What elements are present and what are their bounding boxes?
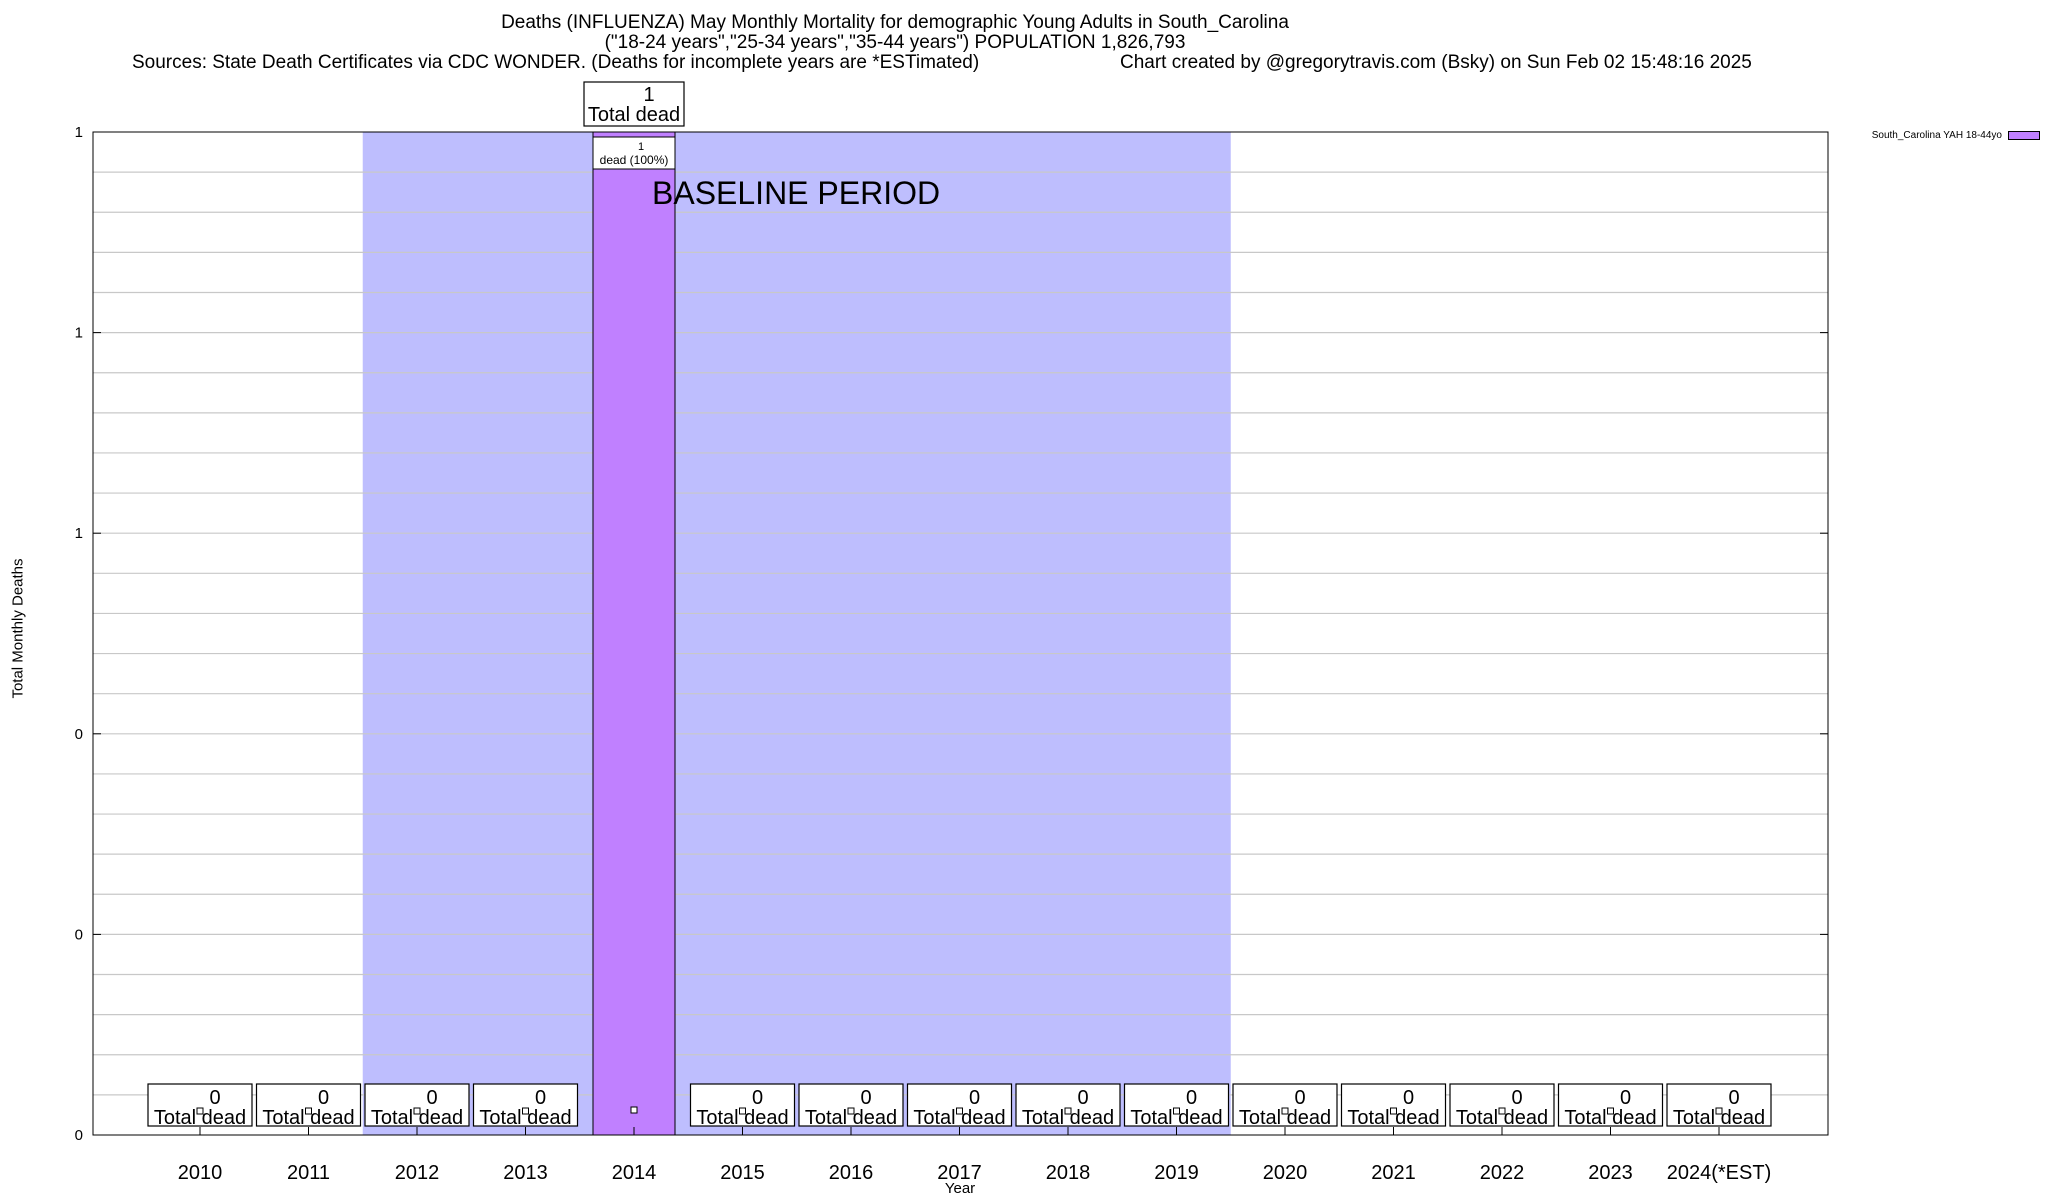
total-label-value: 0 xyxy=(1294,1087,1305,1109)
total-label-value: 0 xyxy=(1186,1087,1197,1109)
x-tick-label: 2020 xyxy=(1263,1162,1308,1184)
x-tick-label: 2023 xyxy=(1588,1162,1633,1184)
point-marker xyxy=(1607,1107,1614,1115)
x-tick-label: 2021 xyxy=(1371,1162,1416,1184)
legend-label: South_Carolina YAH 18-44yo xyxy=(1871,130,2002,141)
x-tick-label: 2017 xyxy=(937,1162,982,1184)
x-tick-label: 2014 xyxy=(612,1162,657,1184)
y-axis-label: Total Monthly Deaths xyxy=(9,558,27,699)
total-label-box xyxy=(689,1083,796,1127)
total-label-value: 0 xyxy=(426,1087,437,1109)
total-label-value: 1 xyxy=(643,84,654,106)
total-label-box xyxy=(364,1083,470,1127)
total-label-box xyxy=(798,1083,904,1127)
total-label-value: 0 xyxy=(1077,1087,1088,1109)
chart-credit: Chart created by @gregorytravis.com (Bsk… xyxy=(1120,52,1752,73)
chart-title: Deaths (INFLUENZA) May Monthly Mortality… xyxy=(501,12,1289,33)
total-label-box xyxy=(472,1083,579,1127)
bar xyxy=(592,131,676,1136)
legend-swatch xyxy=(2008,131,2040,140)
total-label-text: Total dead xyxy=(1347,1107,1439,1129)
total-label-text: Total dead xyxy=(1239,1107,1331,1129)
total-label-text: Total dead xyxy=(154,1107,246,1129)
bar-inner-label-box xyxy=(592,136,676,170)
y-tick-label: 0 xyxy=(75,726,83,743)
total-label-text: Total dead xyxy=(588,104,680,126)
total-label-text: Total dead xyxy=(913,1107,1005,1129)
point-marker xyxy=(956,1107,963,1115)
baseline-label: BASELINE PERIOD xyxy=(652,175,940,211)
y-tick-label: 1 xyxy=(75,525,83,542)
total-label-text: Total dead xyxy=(1130,1107,1222,1129)
x-tick-label: 2015 xyxy=(720,1162,765,1184)
x-tick-label: 2011 xyxy=(287,1162,330,1184)
total-label-box xyxy=(1557,1083,1664,1127)
point-marker xyxy=(1715,1107,1723,1115)
x-tick-label: 2024(*EST) xyxy=(1667,1162,1772,1184)
x-tick-label: 2013 xyxy=(503,1162,548,1184)
total-label-box xyxy=(147,1083,253,1127)
total-label-text: Total dead xyxy=(262,1107,354,1129)
point-marker xyxy=(413,1107,421,1115)
total-label-value: 0 xyxy=(860,1087,871,1109)
total-label-box xyxy=(1449,1083,1555,1127)
y-tick-label: 1 xyxy=(75,325,83,342)
point-marker xyxy=(739,1107,746,1115)
bar-inner-label-text: dead (100%) xyxy=(600,153,669,167)
x-tick-label: 2012 xyxy=(395,1162,440,1184)
x-tick-label: 2022 xyxy=(1480,1162,1525,1184)
y-tick-label: 1 xyxy=(75,124,83,141)
total-label-value: 0 xyxy=(209,1087,220,1109)
sources-note: Sources: State Death Certificates via CD… xyxy=(132,52,980,73)
total-label-box xyxy=(1232,1083,1338,1127)
bar-inner-label-value: 1 xyxy=(638,141,644,153)
total-label-value: 0 xyxy=(1403,1087,1414,1109)
point-marker xyxy=(305,1107,312,1115)
point-marker xyxy=(522,1107,529,1115)
total-label-text: Total dead xyxy=(1456,1107,1548,1129)
total-label-value: 0 xyxy=(535,1087,546,1109)
total-label-box xyxy=(1123,1083,1230,1127)
total-label-text: Total dead xyxy=(696,1107,788,1129)
total-label-value: 0 xyxy=(1511,1087,1522,1109)
point-marker xyxy=(1281,1107,1289,1115)
y-tick-label: 0 xyxy=(75,1127,83,1144)
point-marker xyxy=(1390,1107,1397,1115)
point-marker xyxy=(1064,1107,1072,1115)
total-label-text: Total dead xyxy=(479,1107,571,1129)
total-label-box xyxy=(1015,1083,1121,1127)
total-label-text: Total dead xyxy=(1673,1107,1765,1129)
chart-subtitle: ("18-24 years","25-34 years","35-44 year… xyxy=(604,32,1186,53)
total-label-value: 0 xyxy=(969,1087,980,1109)
total-label-text: Total dead xyxy=(1564,1107,1656,1129)
y-tick-label: 0 xyxy=(75,926,83,943)
total-label-text: Total dead xyxy=(1022,1107,1114,1129)
point-marker xyxy=(630,1106,638,1114)
plot-frame xyxy=(92,131,1829,1136)
x-axis-label: Year xyxy=(944,1180,976,1197)
total-label-box xyxy=(906,1083,1013,1127)
x-tick-label: 2016 xyxy=(829,1162,874,1184)
baseline-region xyxy=(362,132,1231,1135)
x-tick-label: 2018 xyxy=(1046,1162,1091,1184)
point-marker xyxy=(196,1107,204,1115)
total-label-text: Total dead xyxy=(371,1107,463,1129)
x-tick-label: 2010 xyxy=(178,1162,223,1184)
total-label-box xyxy=(255,1083,362,1127)
point-marker xyxy=(1173,1107,1180,1115)
point-marker xyxy=(1498,1107,1506,1115)
total-label-box xyxy=(1666,1083,1772,1127)
point-marker xyxy=(847,1107,855,1115)
total-label-text: Total dead xyxy=(805,1107,897,1129)
x-tick-label: 2019 xyxy=(1154,1162,1199,1184)
total-label-box xyxy=(583,81,685,127)
legend: South_Carolina YAH 18-44yo xyxy=(1872,130,2040,141)
total-label-value: 0 xyxy=(318,1087,329,1109)
total-label-box xyxy=(1340,1083,1447,1127)
total-label-value: 0 xyxy=(1728,1087,1739,1109)
total-label-value: 0 xyxy=(752,1087,763,1109)
total-label-value: 0 xyxy=(1620,1087,1631,1109)
